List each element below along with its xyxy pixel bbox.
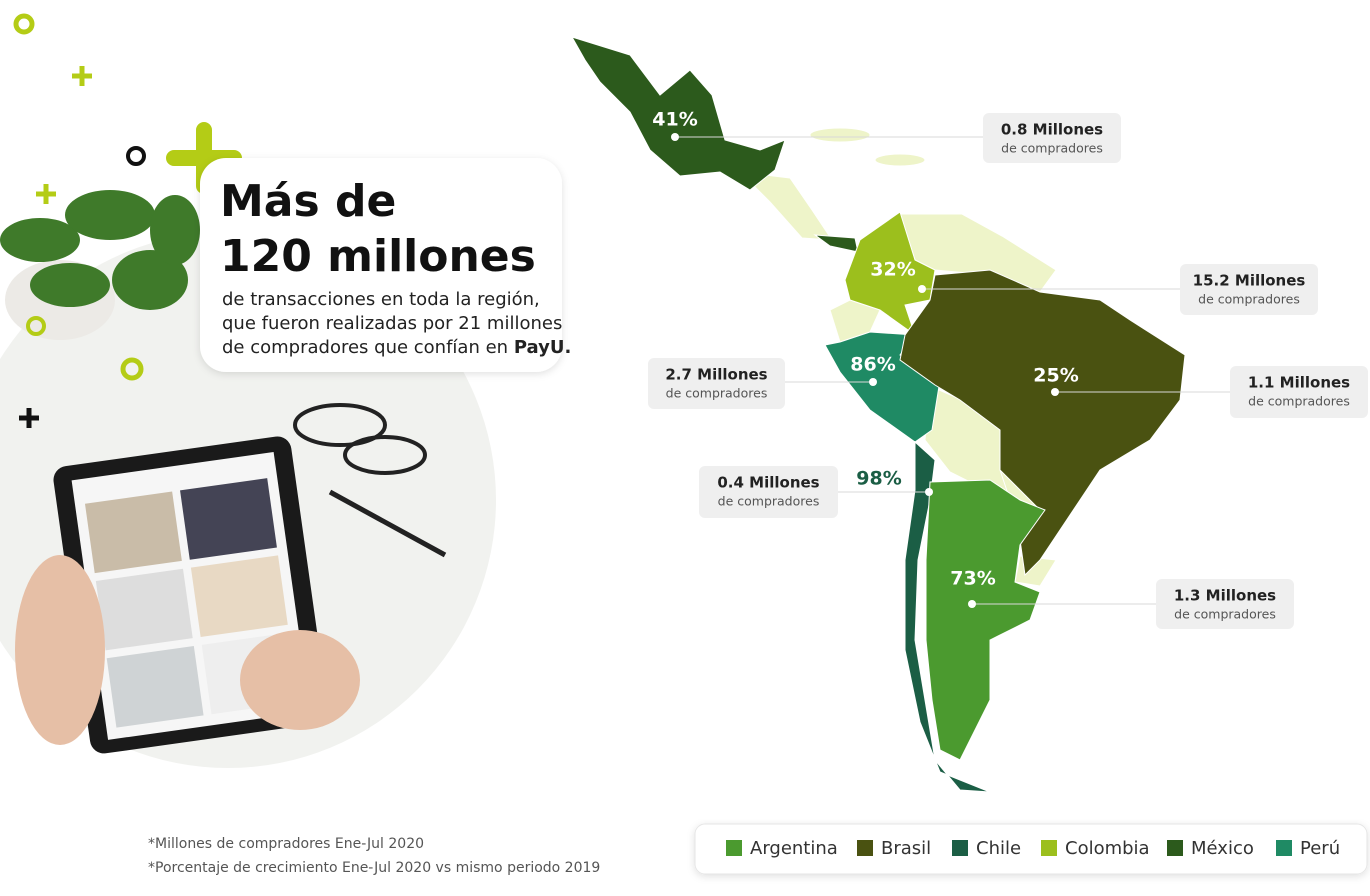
legend-label: Brasil — [881, 838, 931, 859]
buyers-note: de compradores — [718, 494, 820, 509]
headline-body: que fueron realizadas por 21 millones — [222, 313, 562, 334]
legend-swatch — [1276, 840, 1292, 856]
buyers-value: 15.2 Millones — [1193, 272, 1306, 290]
callout-box — [648, 358, 785, 409]
buyers-note: de compradores — [666, 386, 768, 401]
marker-dot — [968, 600, 976, 608]
legend-label: Perú — [1300, 838, 1340, 859]
buyers-value: 1.1 Millones — [1248, 374, 1350, 392]
country — [904, 440, 991, 793]
buyers-note: de compradores — [1248, 394, 1350, 409]
growth-label: 32% — [870, 259, 915, 281]
callout-box — [1230, 366, 1368, 418]
country — [824, 331, 941, 443]
buyers-note: de compradores — [1198, 292, 1300, 307]
buyers-value: 2.7 Millones — [665, 366, 767, 384]
legend-items: Argentina Brasil Chile Colombia México Perú — [726, 838, 1340, 859]
map — [570, 36, 1186, 793]
growth-label: 73% — [950, 568, 995, 590]
marker-dot — [869, 378, 877, 386]
country — [813, 234, 859, 253]
headline-title: 120 millones — [220, 231, 536, 282]
callout-box — [1156, 579, 1294, 629]
buyers-value: 1.3 Millones — [1174, 587, 1276, 605]
country — [844, 211, 936, 337]
callout-box — [699, 466, 838, 518]
footnote: *Millones de compradores Ene-Jul 2020 — [148, 836, 424, 852]
legend-label: Colombia — [1065, 838, 1150, 859]
legend-label: Argentina — [750, 838, 838, 859]
headline-body: de transacciones en toda la región, — [222, 289, 540, 310]
brand: PayU. — [514, 337, 572, 358]
buyers-value: 0.8 Millones — [1001, 121, 1103, 139]
growth-label: 41% — [652, 109, 697, 131]
callout-box — [983, 113, 1121, 163]
growth-label: 98% — [856, 468, 901, 490]
country — [925, 479, 1046, 761]
callout-box — [1180, 264, 1318, 315]
marker-dot — [918, 285, 926, 293]
headline-card — [200, 158, 562, 372]
legend-swatch — [952, 840, 968, 856]
country — [899, 269, 1186, 577]
growth-label: 86% — [850, 354, 895, 376]
headline-body: de compradores que confían en — [222, 337, 508, 358]
legend-label: México — [1191, 838, 1254, 859]
legend-label: Chile — [976, 838, 1021, 859]
marker-dot — [1051, 388, 1059, 396]
map-labels: 73% 1.3 Millones de compradores 25% 1.1 Mill… — [648, 109, 1368, 629]
footnote: *Porcentaje de crecimiento Ene-Jul 2020 … — [148, 860, 600, 876]
decorations — [13, 13, 242, 428]
headline-body: de compradores que confían en PayU. — [222, 337, 571, 358]
legend — [694, 823, 1368, 875]
legend-swatch — [1041, 840, 1057, 856]
country — [570, 36, 786, 191]
buyers-note: de compradores — [1001, 141, 1103, 156]
legend-swatch — [1167, 840, 1183, 856]
growth-label: 25% — [1033, 365, 1078, 387]
legend-swatch — [726, 840, 742, 856]
buyers-note: de compradores — [1174, 607, 1276, 622]
marker-dot — [671, 133, 679, 141]
legend-swatch — [857, 840, 873, 856]
buyers-value: 0.4 Millones — [717, 474, 819, 492]
marker-dot — [925, 488, 933, 496]
headline-title: Más de — [220, 176, 396, 227]
